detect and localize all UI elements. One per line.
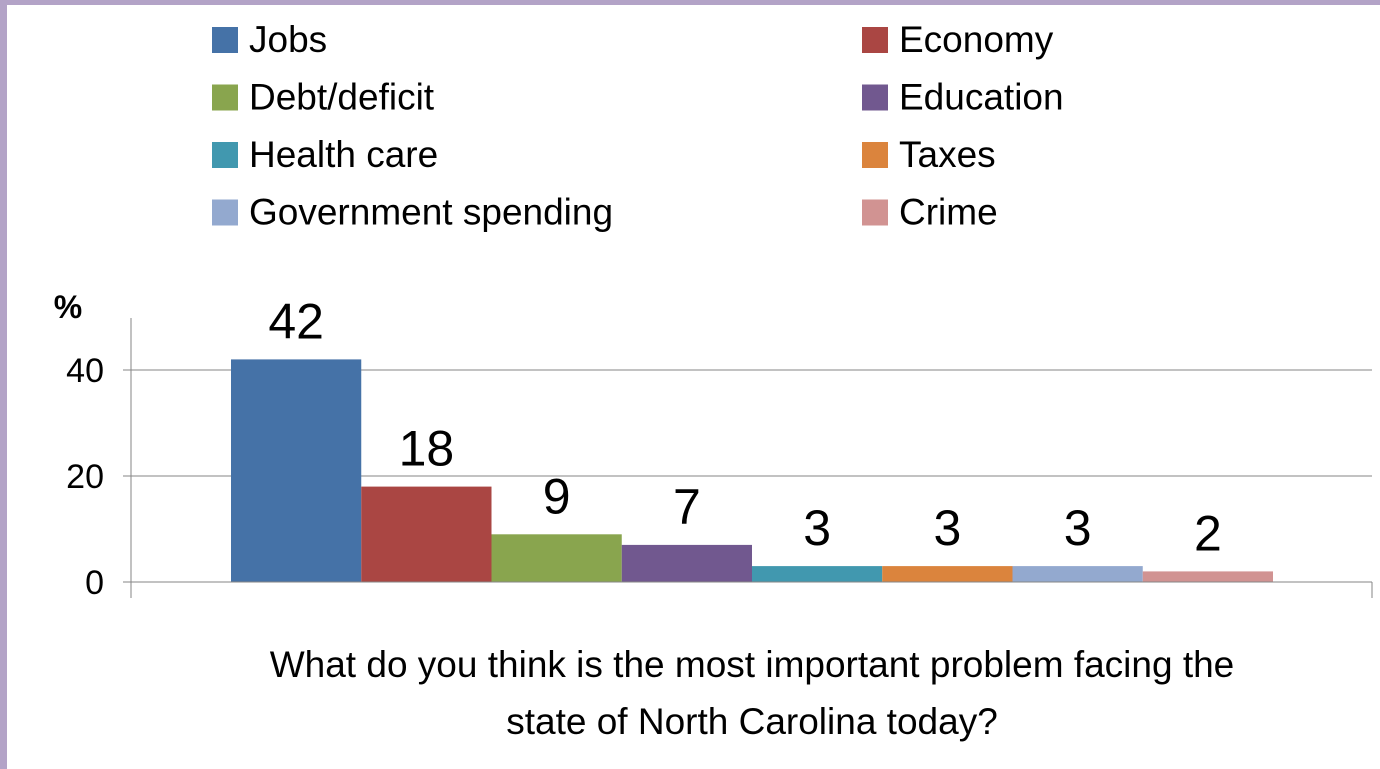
bar-government-spending bbox=[1012, 566, 1143, 582]
data-label-debt-deficit: 9 bbox=[543, 468, 571, 524]
data-label-health-care: 3 bbox=[803, 500, 831, 556]
legend-swatch-debt-deficit bbox=[212, 84, 238, 111]
legend-label-education: Education bbox=[899, 77, 1064, 118]
legend-swatch-education bbox=[862, 84, 888, 111]
legend-label-debt-deficit: Debt/deficit bbox=[249, 77, 435, 118]
bar-education bbox=[621, 544, 752, 582]
y-tick-label-40: 40 bbox=[66, 352, 104, 390]
legend-swatch-taxes bbox=[862, 142, 888, 168]
bar-taxes bbox=[882, 566, 1013, 582]
data-label-taxes: 3 bbox=[933, 500, 961, 556]
axes: 0 20 40 bbox=[66, 318, 1373, 602]
legend-swatch-jobs bbox=[212, 27, 238, 53]
legend-swatch-health-care bbox=[212, 142, 238, 168]
x-axis-label: What do you think is the most important … bbox=[270, 644, 1235, 742]
legend-label-jobs: Jobs bbox=[249, 19, 327, 60]
data-labels: 42 18 9 7 3 3 3 2 bbox=[268, 293, 1221, 561]
bar-economy bbox=[361, 486, 492, 582]
x-axis-label-line-1: What do you think is the most important … bbox=[270, 644, 1235, 685]
data-label-crime: 2 bbox=[1194, 505, 1222, 561]
legend-label-government-spending: Government spending bbox=[249, 192, 613, 233]
legend-swatch-crime bbox=[862, 199, 888, 226]
bar-debt-deficit bbox=[491, 534, 622, 582]
bar-health-care bbox=[752, 566, 883, 582]
y-tick-label-0: 0 bbox=[85, 564, 104, 602]
data-label-government-spending: 3 bbox=[1064, 500, 1092, 556]
legend-swatch-government-spending bbox=[212, 199, 238, 226]
bars bbox=[231, 359, 1273, 582]
x-axis-label-line-2: state of North Carolina today? bbox=[506, 701, 998, 742]
data-label-jobs: 42 bbox=[268, 293, 324, 349]
legend-label-economy: Economy bbox=[899, 19, 1054, 60]
legend: Jobs Economy Debt/deficit Education Health c… bbox=[212, 19, 1064, 233]
bar-crime bbox=[1142, 571, 1273, 582]
legend-label-crime: Crime bbox=[899, 192, 998, 233]
legend-swatch-economy bbox=[862, 27, 888, 53]
y-axis-label: % bbox=[54, 289, 82, 325]
data-label-economy: 18 bbox=[399, 421, 455, 477]
data-label-education: 7 bbox=[673, 479, 701, 535]
legend-label-health-care: Health care bbox=[249, 134, 438, 175]
y-tick-label-20: 20 bbox=[66, 458, 104, 496]
legend-label-taxes: Taxes bbox=[899, 134, 996, 175]
bar-jobs bbox=[231, 359, 362, 582]
